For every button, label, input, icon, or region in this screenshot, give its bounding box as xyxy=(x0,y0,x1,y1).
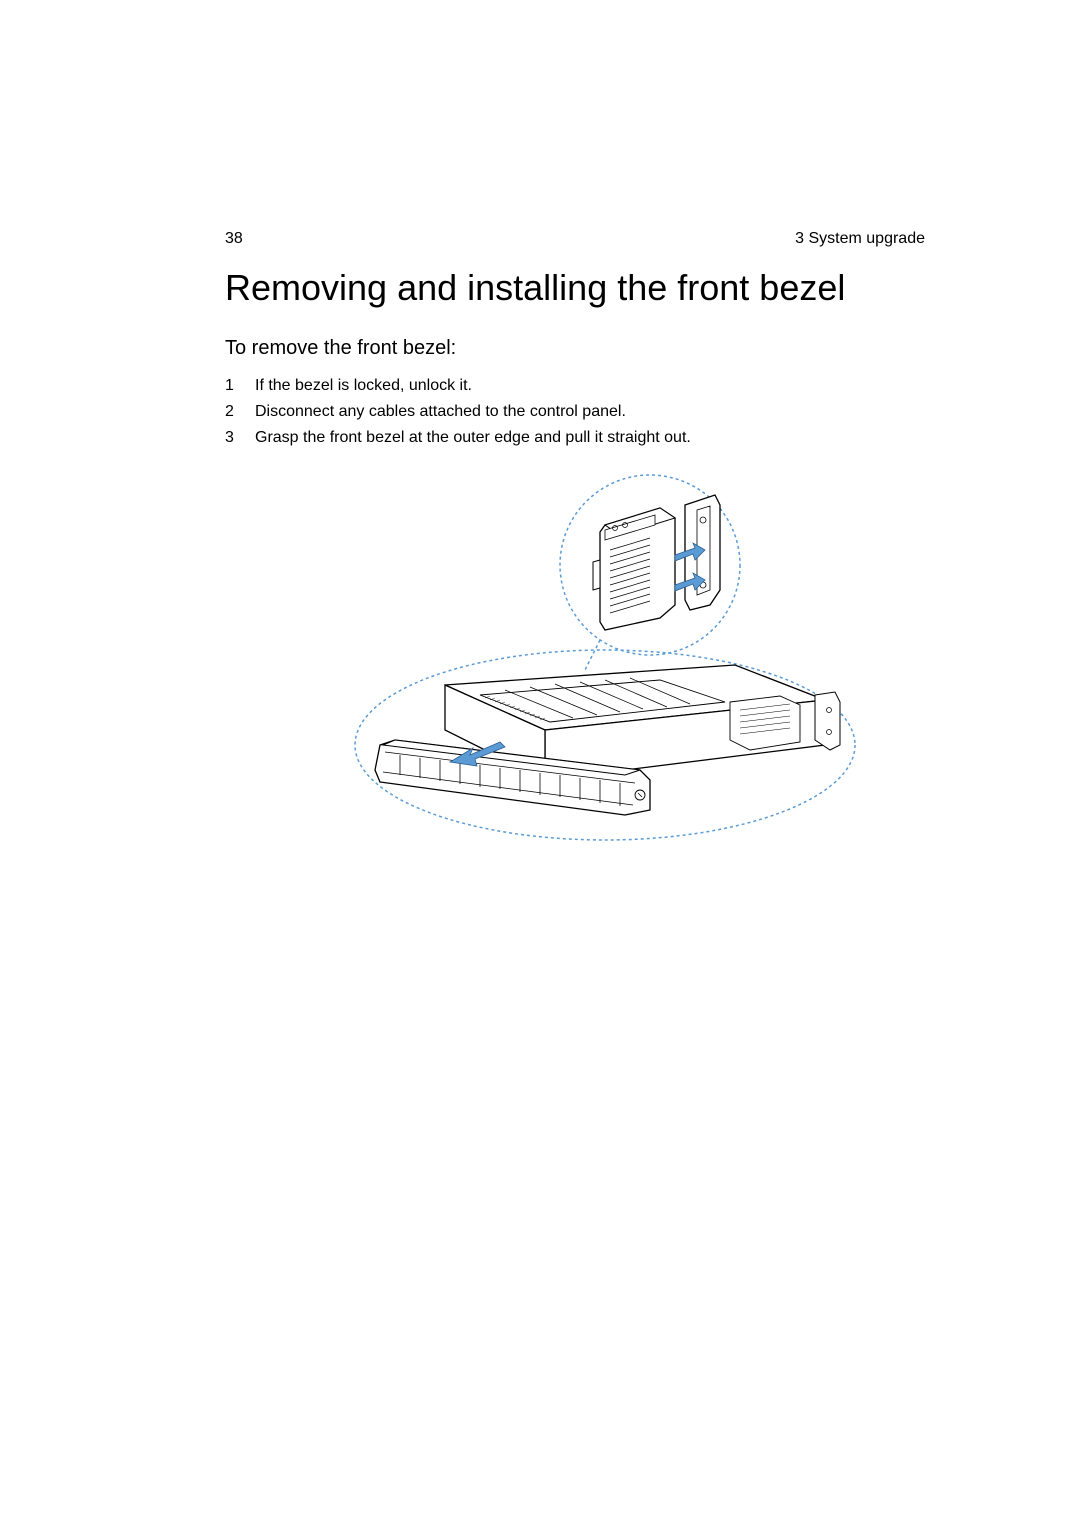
page-header: 38 3 System upgrade xyxy=(225,230,925,248)
section-title: Removing and installing the front bezel xyxy=(225,266,925,309)
step-number: 3 xyxy=(225,426,255,450)
step-item: 2 Disconnect any cables attached to the … xyxy=(225,400,925,424)
server-chassis xyxy=(375,665,840,815)
procedure-subtitle: To remove the front bezel: xyxy=(225,337,925,360)
chapter-label: 3 System upgrade xyxy=(795,230,925,248)
callout-connector xyxy=(585,640,600,670)
diagram-svg xyxy=(305,470,865,850)
document-page: 38 3 System upgrade Removing and install… xyxy=(0,0,1080,850)
control-panel-detail xyxy=(593,470,720,630)
step-number: 1 xyxy=(225,374,255,398)
step-text: Disconnect any cables attached to the co… xyxy=(255,400,626,424)
step-text: Grasp the front bezel at the outer edge … xyxy=(255,426,691,450)
step-number: 2 xyxy=(225,400,255,424)
step-item: 3 Grasp the front bezel at the outer edg… xyxy=(225,426,925,450)
step-item: 1 If the bezel is locked, unlock it. xyxy=(225,374,925,398)
steps-list: 1 If the bezel is locked, unlock it. 2 D… xyxy=(225,374,925,450)
step-text: If the bezel is locked, unlock it. xyxy=(255,374,472,398)
bezel-removal-diagram xyxy=(305,470,865,850)
page-number: 38 xyxy=(225,230,243,248)
